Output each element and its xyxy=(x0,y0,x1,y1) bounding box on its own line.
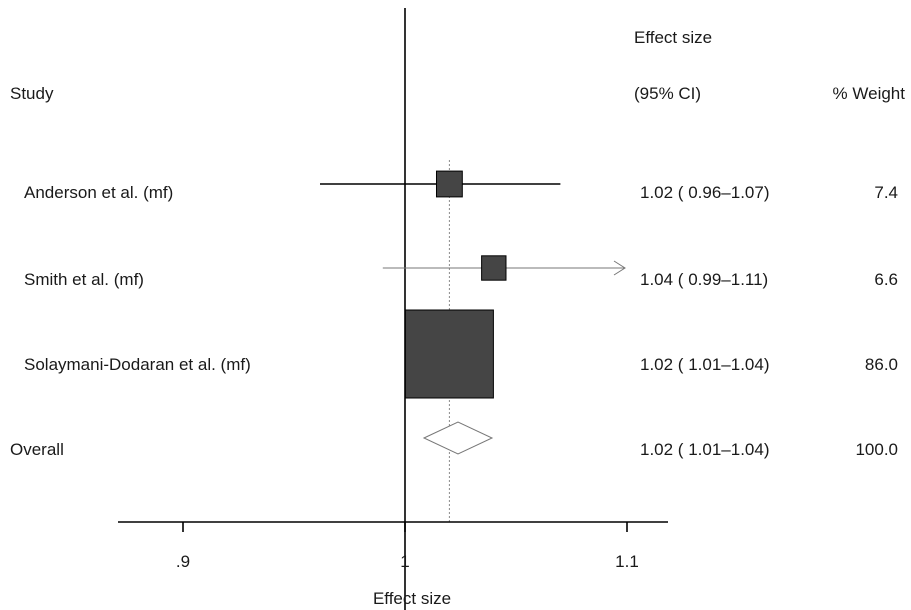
header-weight: % Weight xyxy=(833,84,906,103)
x-tick-label-0-9: .9 xyxy=(176,552,190,571)
ci-text-anderson: 1.02 ( 0.96–1.07) xyxy=(640,183,769,202)
overall-label: Overall xyxy=(10,440,64,459)
x-axis-title: Effect size xyxy=(373,589,451,608)
ci-text-smith: 1.04 ( 0.99–1.11) xyxy=(640,270,768,289)
header-ci: (95% CI) xyxy=(634,84,701,103)
study-marker-solaymani xyxy=(404,309,494,399)
weight-overall: 100.0 xyxy=(855,440,898,459)
header-effect-size: Effect size xyxy=(634,28,712,47)
overall-diamond xyxy=(422,421,494,455)
study-label-anderson: Anderson et al. (mf) xyxy=(24,183,173,202)
x-tick-label-1-1: 1.1 xyxy=(615,552,639,571)
study-label-smith: Smith et al. (mf) xyxy=(24,270,144,289)
x-tick-label-1: 1 xyxy=(400,552,409,571)
ci-text-overall: 1.02 ( 1.01–1.04) xyxy=(640,440,769,459)
study-label-solaymani: Solaymani-Dodaran et al. (mf) xyxy=(24,355,251,374)
ci-text-solaymani: 1.02 ( 1.01–1.04) xyxy=(640,355,769,374)
ci-arrow-smith xyxy=(613,260,626,276)
weight-smith: 6.6 xyxy=(874,270,898,289)
study-marker-anderson xyxy=(435,170,463,198)
header-study: Study xyxy=(10,84,54,103)
weight-solaymani: 86.0 xyxy=(865,355,898,374)
weight-anderson: 7.4 xyxy=(874,183,898,202)
study-marker-smith xyxy=(481,255,507,281)
